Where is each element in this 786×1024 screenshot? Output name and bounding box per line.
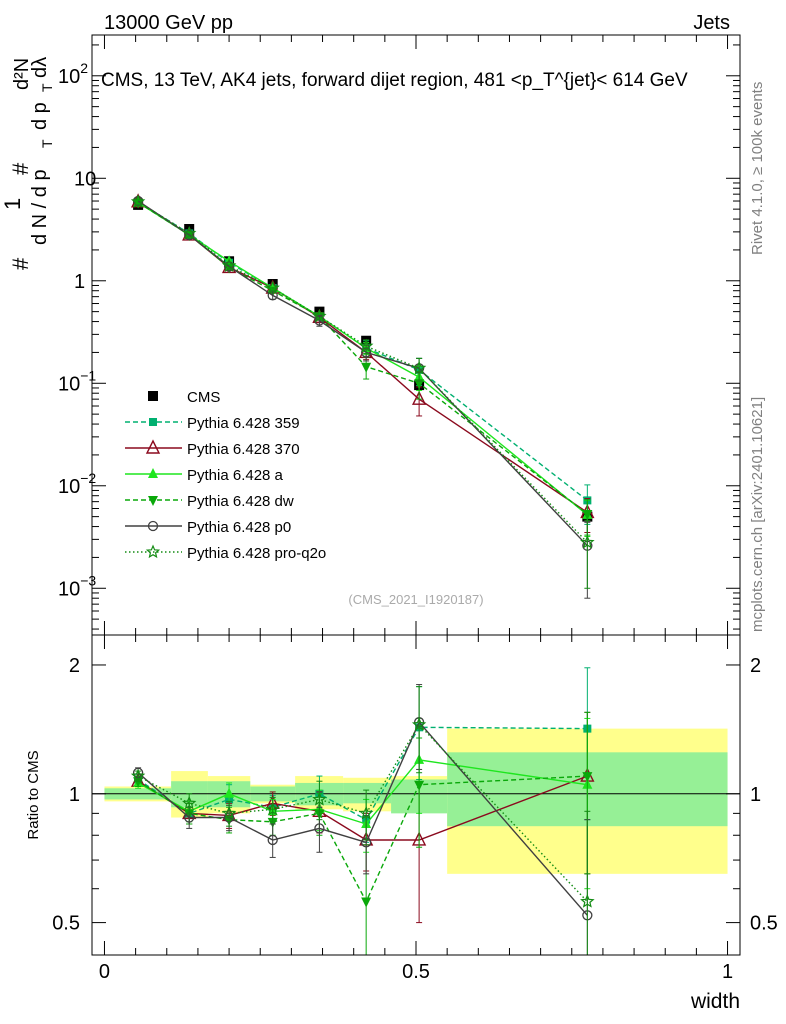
legend-marker-0 [149,418,157,426]
ratio-point-5 [358,805,374,820]
ratio-line-2 [137,759,588,825]
energy-label: 13000 GeV pp [104,12,233,34]
series-line-5 [137,201,588,543]
legend-marker-2 [148,468,158,478]
x-tick-label: 0 [99,961,110,983]
ratio-point-4 [267,834,278,846]
series-point-5 [130,194,146,208]
ratio-point-5 [411,717,427,731]
ratio-point-5 [182,795,197,810]
series-point-5 [358,338,374,353]
legend: CMS Pythia 6.428 359 Pythia 6.428 370 Pythi… [125,389,326,562]
series-point-4 [314,315,325,326]
legend-label-1: Pythia 6.428 370 [187,441,300,458]
main-panel: 10−3 10−2 10−1 1 10 102 CMS, 13 TeV, AK4 jets… [58,34,741,636]
main-plot-content [130,193,595,599]
x-axis-label: width [690,990,740,1013]
series-point-5 [312,308,327,323]
y-tick-label-exponent: −2 [80,470,96,486]
ratio-point-5 [580,893,595,908]
ratio-line-5 [137,723,588,902]
ratio-y-tick-label: 0.5 [52,913,80,935]
ratio-panel: 0.5 0.5 1 1 2 2 0 0.5 1 Ratio to CMS width [25,634,778,1013]
legend-label-4: Pythia 6.428 p0 [187,519,291,536]
ratio-line-4 [137,720,588,916]
series-point-5 [182,225,197,240]
legend-marker-cms [148,391,158,401]
y-tick-label-exponent: −3 [80,572,96,588]
ratio-ylabel: Ratio to CMS [25,750,42,839]
ylabel-t-sub-2: T [39,83,55,92]
ylabel-dlambda: dλ [29,57,51,78]
x-tick-label: 1 [722,961,733,983]
series-line-3 [137,201,588,515]
ratio-point-3 [414,780,425,791]
ratio-point-5 [130,768,146,783]
ylabel-d2n: d²N [11,58,33,90]
series-point-5 [265,280,280,295]
legend-label-5: Pythia 6.428 pro-q2o [187,545,326,562]
main-ylabel: # # 1 d N / d p T d²N d p T dλ [0,57,55,270]
ratio-band-inner [343,782,392,804]
series-point-5 [411,360,427,375]
ratio-point-5 [312,791,327,806]
ylabel-hash-2: # [8,162,33,175]
ratio-y-tick-label-right: 0.5 [750,913,778,935]
legend-marker-5 [145,544,161,559]
legend-marker-3 [148,496,158,506]
ratio-point-3 [361,897,372,908]
legend-label-cms: CMS [187,389,220,406]
category-label: Jets [693,12,730,34]
y-tick-label-exponent: 2 [80,60,88,76]
ratio-point-5 [221,805,237,820]
ratio-line-3 [137,775,588,904]
legend-label-2: Pythia 6.428 a [187,467,284,484]
ratio-point-3 [582,772,593,783]
main-y-ticks: 10−3 10−2 10−1 1 10 102 [58,35,740,635]
series-point-3 [361,362,372,373]
ratio-y-tick-label-right: 2 [750,655,761,677]
series-point-5 [580,534,595,549]
legend-label-0: Pythia 6.428 359 [187,415,300,432]
mcplots-label: mcplots.cern.ch [arXiv:2401.10621] [749,397,766,632]
ratio-point-5 [265,801,280,816]
y-tick-label: 10−2 [58,470,96,498]
y-tick-label-exponent: −1 [80,367,96,383]
analysis-watermark: (CMS_2021_I1920187) [348,592,483,607]
ratio-point-3 [267,817,278,828]
series-point-4 [223,261,235,272]
y-tick-label: 10−1 [58,367,96,395]
ratio-ticks: 0.5 0.5 1 1 2 2 0 0.5 1 [52,635,778,983]
y-tick-label: 1 [74,271,85,293]
ratio-line-1 [137,775,588,841]
rivet-version-label: Rivet 4.1.0, ≥ 100k events [749,82,766,255]
y-tick-label: 10 [74,168,96,190]
ratio-y-tick-label: 2 [69,655,80,677]
series-point-3 [414,379,425,390]
ylabel-dn-dpt: d N / d p [29,169,51,245]
ylabel-one: 1 [0,198,25,210]
x-tick-label: 0.5 [402,961,430,983]
series-point-3 [133,198,144,209]
ylabel-t-sub: T [39,139,55,148]
series-point-1 [411,390,427,405]
ylabel-hash: # [8,257,33,270]
legend-marker-4 [147,520,159,532]
ratio-point-4 [314,823,325,834]
ratio-point-2 [224,787,235,798]
ylabel-dpt: d p [29,102,51,130]
series-point-3 [582,510,593,521]
y-tick-label: 10−3 [58,572,96,600]
ratio-plot-content [92,667,740,956]
series-line-4 [137,200,588,547]
ratio-y-tick-label-right: 1 [750,784,761,806]
legend-label-3: Pythia 6.428 dw [187,493,294,510]
ratio-y-tick-label: 1 [69,784,80,806]
series-point-4 [184,229,195,241]
main-title: CMS, 13 TeV, AK4 jets, forward dijet reg… [101,70,688,91]
series-point-5 [221,258,237,272]
y-tick-label: 102 [58,60,88,88]
legend-marker-1 [145,439,161,454]
